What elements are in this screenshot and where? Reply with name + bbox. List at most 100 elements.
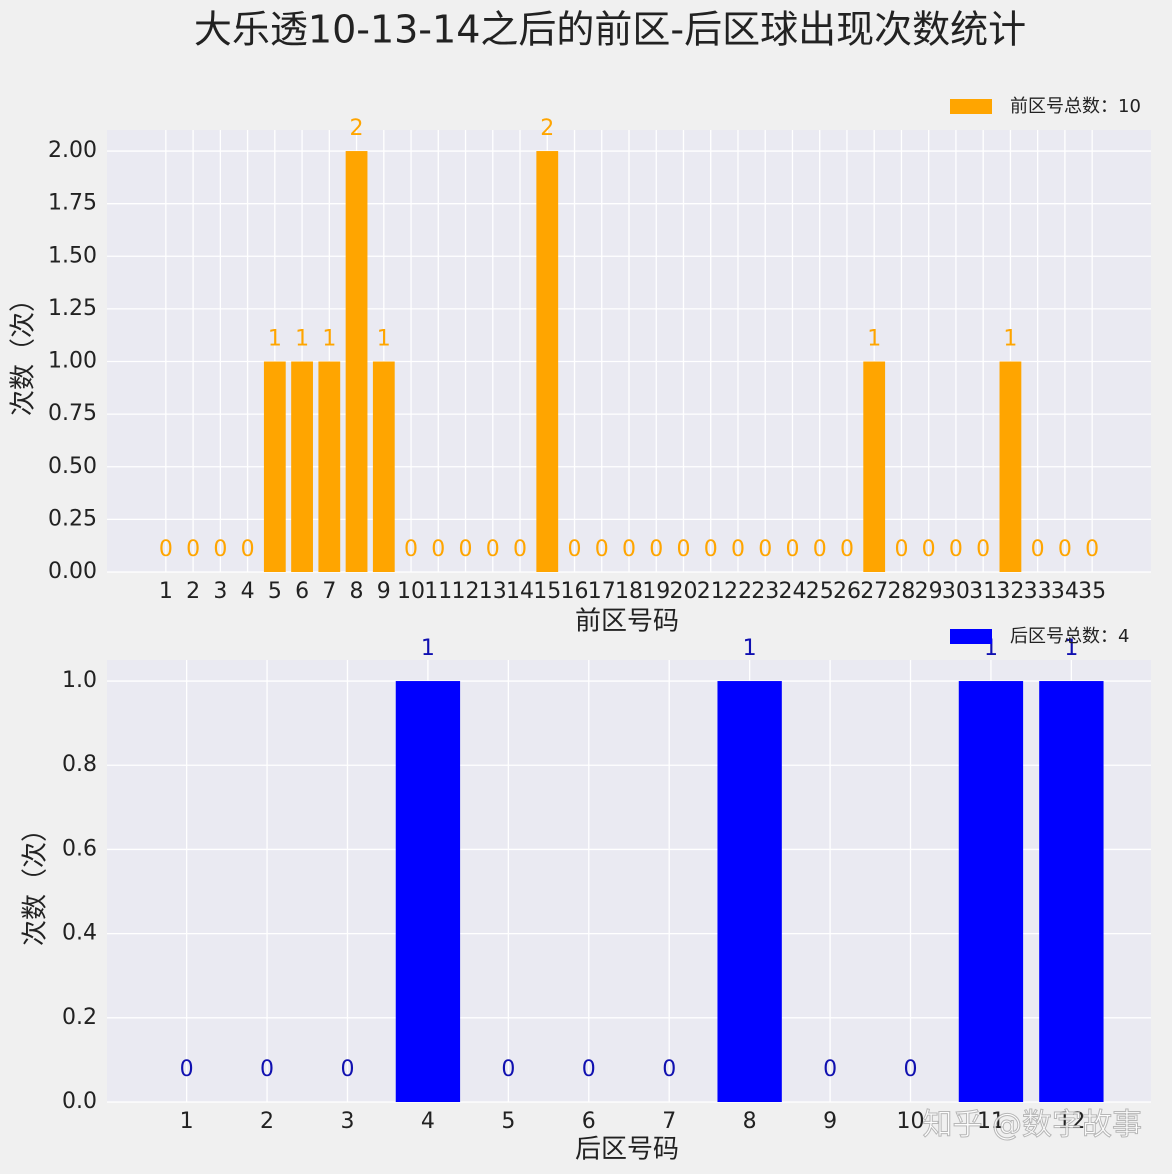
- value-label: 2: [540, 116, 554, 141]
- x-tick-label: 5: [501, 1109, 515, 1134]
- y-tick-label: 0.2: [62, 1005, 97, 1030]
- bar: [536, 151, 559, 573]
- value-label: 0: [180, 1057, 194, 1082]
- x-tick-label: 1: [180, 1109, 194, 1134]
- x-tick-label: 4: [421, 1109, 435, 1134]
- bar: [372, 361, 395, 572]
- x-tick-label: 16: [561, 579, 589, 604]
- value-label: 0: [904, 1057, 918, 1082]
- x-tick-label: 4: [241, 579, 255, 604]
- x-tick-label: 28: [887, 579, 915, 604]
- bar: [318, 361, 341, 572]
- y-axis-label: 次数（次）: [9, 286, 39, 416]
- y-tick-label: 0.75: [48, 401, 97, 426]
- value-label: 0: [260, 1057, 274, 1082]
- value-label: 0: [949, 537, 963, 562]
- x-tick-label: 33: [1024, 579, 1052, 604]
- x-tick-label: 19: [642, 579, 670, 604]
- value-label: 0: [1058, 537, 1072, 562]
- y-tick-label: 1.25: [48, 296, 97, 321]
- x-tick-label: 27: [860, 579, 888, 604]
- y-tick-label: 1.75: [48, 191, 97, 216]
- y-axis-label: 次数（次）: [21, 816, 51, 946]
- y-tick-label: 1.0: [62, 668, 97, 693]
- value-label: 0: [976, 537, 990, 562]
- value-label: 0: [1031, 537, 1045, 562]
- y-tick-label: 2.00: [48, 138, 97, 163]
- legend-label: 前区号总数：10: [1010, 96, 1141, 117]
- value-label: 0: [894, 537, 908, 562]
- x-tick-label: 31: [969, 579, 997, 604]
- x-tick-label: 9: [377, 579, 391, 604]
- x-tick-label: 12: [1057, 1109, 1085, 1134]
- x-tick-label: 13: [479, 579, 507, 604]
- legend-swatch: [950, 629, 992, 644]
- bar: [863, 361, 886, 572]
- bar: [345, 151, 368, 573]
- x-tick-label: 29: [915, 579, 943, 604]
- value-label: 0: [813, 537, 827, 562]
- x-tick-label: 10: [397, 579, 425, 604]
- value-label: 0: [431, 537, 445, 562]
- value-label: 0: [649, 537, 663, 562]
- value-label: 0: [676, 537, 690, 562]
- x-tick-label: 1: [159, 579, 173, 604]
- x-tick-label: 15: [533, 579, 561, 604]
- value-label: 0: [513, 537, 527, 562]
- y-tick-label: 0.8: [62, 752, 97, 777]
- legend-label: 后区号总数：4: [1010, 626, 1129, 647]
- bar: [395, 681, 461, 1102]
- bar: [263, 361, 286, 572]
- x-tick-label: 5: [268, 579, 282, 604]
- x-tick-label: 20: [669, 579, 697, 604]
- value-label: 1: [1003, 327, 1017, 352]
- y-tick-label: 0.6: [62, 836, 97, 861]
- x-tick-label: 14: [506, 579, 534, 604]
- x-tick-label: 6: [295, 579, 309, 604]
- value-label: 0: [785, 537, 799, 562]
- y-tick-label: 0.50: [48, 454, 97, 479]
- value-label: 0: [340, 1057, 354, 1082]
- value-label: 0: [186, 537, 200, 562]
- x-tick-label: 18: [615, 579, 643, 604]
- x-axis-label: 后区号码: [575, 1135, 679, 1165]
- bar: [999, 361, 1022, 572]
- x-tick-label: 34: [1051, 579, 1079, 604]
- value-label: 0: [595, 537, 609, 562]
- value-label: 0: [459, 537, 473, 562]
- x-tick-label: 26: [833, 579, 861, 604]
- value-label: 1: [295, 327, 309, 352]
- value-label: 0: [241, 537, 255, 562]
- x-tick-label: 21: [697, 579, 725, 604]
- value-label: 0: [823, 1057, 837, 1082]
- x-tick-label: 30: [942, 579, 970, 604]
- value-label: 0: [486, 537, 500, 562]
- legend-swatch: [950, 99, 992, 114]
- value-label: 1: [421, 636, 435, 661]
- value-label: 0: [662, 1057, 676, 1082]
- x-tick-label: 7: [662, 1109, 676, 1134]
- value-label: 0: [404, 537, 418, 562]
- chart-title: 大乐透10-13-14之后的前区-后区球出现次数统计: [194, 8, 1026, 52]
- x-tick-label: 11: [424, 579, 452, 604]
- watermark: 知乎 @数字故事: [922, 1108, 1142, 1143]
- x-tick-label: 32: [996, 579, 1024, 604]
- y-tick-label: 0.25: [48, 506, 97, 531]
- bar: [1039, 681, 1104, 1102]
- value-label: 1: [743, 636, 757, 661]
- value-label: 0: [922, 537, 936, 562]
- y-tick-label: 0.00: [48, 559, 97, 584]
- x-tick-label: 2: [186, 579, 200, 604]
- value-label: 1: [1064, 636, 1078, 661]
- value-label: 0: [622, 537, 636, 562]
- value-label: 0: [1085, 537, 1099, 562]
- x-tick-label: 2: [260, 1109, 274, 1134]
- value-label: 2: [350, 116, 364, 141]
- x-tick-label: 25: [806, 579, 834, 604]
- y-tick-label: 0.0: [62, 1089, 97, 1114]
- value-label: 1: [377, 327, 391, 352]
- x-tick-label: 6: [582, 1109, 596, 1134]
- y-tick-label: 0.4: [62, 921, 97, 946]
- value-label: 1: [268, 327, 282, 352]
